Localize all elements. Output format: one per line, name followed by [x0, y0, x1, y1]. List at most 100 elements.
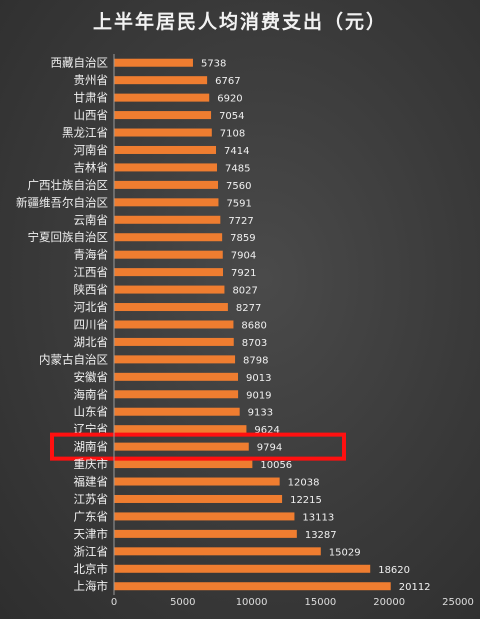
bar: [114, 93, 210, 102]
bar: [114, 407, 240, 416]
value-label: 15029: [329, 547, 361, 558]
value-label: 7560: [226, 181, 251, 192]
bar: [114, 250, 223, 259]
value-label: 12038: [288, 478, 320, 489]
category-label: 江苏省: [74, 492, 109, 506]
bar: [114, 390, 239, 399]
bar: [114, 425, 247, 434]
category-label: 山东省: [74, 405, 109, 419]
value-label: 5738: [201, 59, 226, 70]
value-label: 6920: [217, 94, 242, 105]
bar: [114, 442, 249, 451]
value-label: 7591: [226, 198, 251, 209]
value-label: 18620: [378, 565, 410, 576]
bar: [114, 180, 219, 189]
category-label: 云南省: [74, 213, 109, 227]
x-tick-label: 10000: [236, 597, 268, 608]
category-label: 湖北省: [74, 335, 109, 349]
bar: [114, 355, 236, 364]
value-label: 9794: [257, 443, 282, 454]
bar: [114, 76, 208, 85]
bar: [114, 233, 223, 242]
value-label: 7485: [225, 163, 250, 174]
value-label: 7414: [224, 146, 249, 157]
bar: [114, 477, 280, 486]
value-label: 7904: [231, 251, 256, 262]
bar: [114, 111, 212, 120]
bar: [114, 285, 225, 294]
category-label: 广西壮族自治区: [28, 178, 109, 192]
value-label: 8027: [232, 286, 257, 297]
value-label: 10056: [260, 460, 292, 471]
bar: [114, 198, 219, 207]
highlight-box: [50, 432, 346, 461]
category-label: 浙江省: [74, 544, 109, 558]
category-label: 内蒙古自治区: [39, 352, 108, 366]
value-label: 7108: [220, 129, 245, 140]
category-label: 上海市: [74, 579, 109, 593]
value-label: 7921: [231, 268, 256, 279]
category-label: 新疆维吾尔自治区: [16, 195, 108, 209]
x-tick-label: 15000: [304, 597, 336, 608]
bar: [114, 128, 212, 137]
value-label: 7054: [219, 111, 244, 122]
bar: [114, 529, 297, 538]
category-label: 陕西省: [74, 283, 109, 297]
category-label: 天津市: [74, 527, 109, 541]
bar: [114, 268, 223, 277]
category-label: 黑龙江省: [62, 126, 108, 140]
category-label: 贵州省: [74, 73, 109, 87]
bar: [114, 547, 321, 556]
x-tick-label: 5000: [170, 597, 195, 608]
category-label: 广东省: [74, 509, 109, 523]
category-label: 河南省: [74, 143, 109, 157]
value-label: 12215: [290, 495, 322, 506]
bar: [114, 512, 295, 521]
value-label: 7859: [230, 233, 255, 244]
category-label: 北京市: [74, 562, 109, 576]
value-label: 8680: [241, 320, 266, 331]
bar: [114, 320, 234, 329]
bar: [114, 163, 217, 172]
bar: [114, 145, 217, 154]
category-label: 河北省: [74, 300, 109, 314]
x-tick-label: 20000: [373, 597, 405, 608]
bar: [114, 564, 371, 573]
category-label: 福建省: [74, 475, 109, 489]
bar: [114, 215, 221, 224]
category-label: 湖南省: [74, 440, 109, 454]
value-label: 8703: [242, 338, 267, 349]
category-label: 青海省: [74, 248, 109, 262]
bar: [114, 494, 283, 503]
category-label: 四川省: [74, 317, 109, 331]
value-label: 9019: [246, 390, 271, 401]
bar: [114, 372, 239, 381]
category-label: 甘肃省: [74, 91, 109, 105]
value-label: 9013: [246, 373, 271, 384]
category-label: 吉林省: [74, 160, 109, 174]
bar: [114, 460, 253, 469]
bar: [114, 582, 391, 591]
value-label: 7727: [228, 216, 253, 227]
bar: [114, 303, 228, 312]
category-label: 海南省: [74, 387, 109, 401]
category-label: 宁夏回族自治区: [28, 230, 109, 244]
value-label: 6767: [215, 76, 240, 87]
x-tick-label: 25000: [442, 597, 474, 608]
category-label: 安徽省: [74, 370, 109, 384]
bar: [114, 337, 234, 346]
category-label: 重庆市: [74, 457, 109, 471]
value-label: 8798: [243, 355, 268, 366]
value-label: 9624: [254, 425, 279, 436]
value-label: 20112: [399, 582, 431, 593]
x-tick-label: 0: [111, 597, 117, 608]
value-label: 13113: [302, 512, 334, 523]
chart-title: 上半年居民人均消费支出（元）: [93, 10, 387, 33]
value-label: 13287: [305, 530, 337, 541]
category-label: 西藏自治区: [51, 56, 109, 70]
bar: [114, 58, 193, 67]
value-label: 8277: [236, 303, 261, 314]
category-label: 山西省: [74, 108, 109, 122]
category-label: 江西省: [74, 265, 109, 279]
